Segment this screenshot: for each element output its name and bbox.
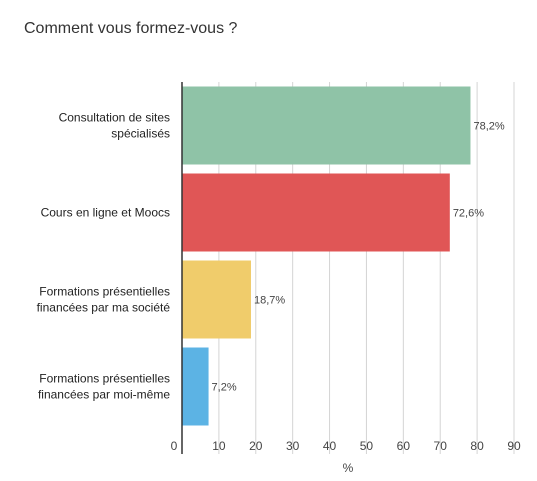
category-label: Cours en ligne et Moocs xyxy=(41,206,170,220)
category-label: financées par moi-même xyxy=(38,388,170,402)
data-label: 78,2% xyxy=(473,121,504,133)
x-tick-label: 10 xyxy=(212,439,226,453)
data-label: 18,7% xyxy=(254,295,285,307)
x-tick-label: 30 xyxy=(286,439,300,453)
category-label: Formations présentielles xyxy=(39,372,170,386)
bar xyxy=(182,260,251,339)
data-label: 7,2% xyxy=(212,382,237,394)
x-tick-label: 0 xyxy=(171,439,178,453)
category-label: Consultation de sites xyxy=(59,111,170,125)
category-label: spécialisés xyxy=(111,127,170,141)
x-tick-label: 80 xyxy=(470,439,484,453)
bar xyxy=(182,86,471,165)
x-tick-label: 50 xyxy=(360,439,374,453)
x-tick-label: 40 xyxy=(323,439,337,453)
x-tick-label: 90 xyxy=(507,439,521,453)
bar xyxy=(182,173,450,252)
chart-title: Comment vous formez-vous ? xyxy=(24,20,238,37)
x-tick-label: 60 xyxy=(397,439,411,453)
bar xyxy=(182,347,209,426)
data-label: 72,6% xyxy=(453,208,484,220)
x-tick-label: 70 xyxy=(434,439,448,453)
category-label: Formations présentielles xyxy=(39,285,170,299)
category-label: financées par ma société xyxy=(37,301,171,315)
x-axis-title: % xyxy=(343,461,354,475)
x-tick-label: 20 xyxy=(249,439,263,453)
